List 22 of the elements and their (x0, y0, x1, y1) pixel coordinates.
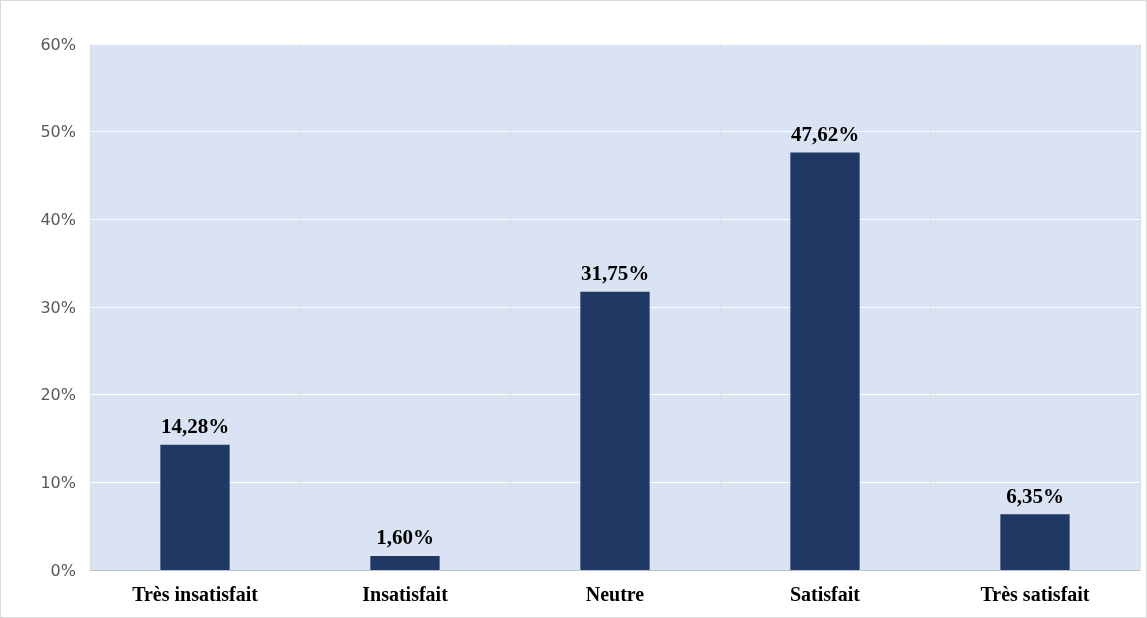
bar (160, 444, 230, 570)
bar (370, 555, 440, 570)
data-label: 1,60% (376, 525, 434, 550)
bar (1000, 514, 1070, 570)
y-tick-label: 0% (50, 560, 76, 580)
data-label: 14,28% (160, 414, 230, 439)
y-tick-label: 10% (40, 472, 76, 492)
x-tick-label: Satisfait (790, 583, 861, 605)
bar (580, 291, 650, 570)
y-tick-label: 50% (40, 122, 76, 142)
x-tick-label: Insatisfait (362, 583, 449, 605)
x-tick-label: Très insatisfait (132, 583, 259, 605)
y-tick-label: 30% (40, 297, 76, 317)
y-tick-label: 20% (40, 385, 76, 405)
data-label: 31,75% (580, 261, 650, 286)
y-tick-label: 40% (40, 209, 76, 229)
x-tick-label: Neutre (585, 583, 645, 605)
y-tick-label: 60% (40, 34, 76, 54)
x-tick-label: Très satisfait (980, 583, 1090, 605)
data-label: 6,35% (1006, 483, 1064, 508)
bar (790, 152, 860, 570)
data-label: 47,62% (790, 122, 860, 147)
